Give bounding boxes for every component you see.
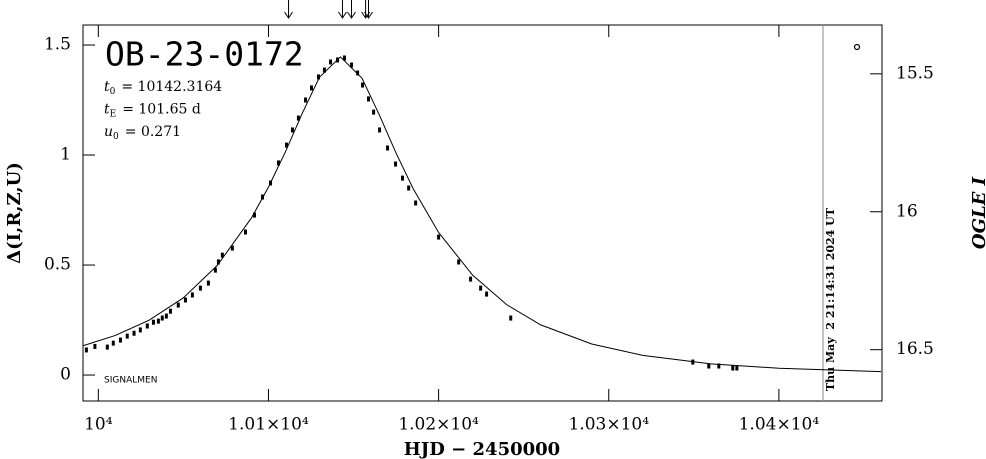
parameter-symbol: t — [104, 79, 110, 95]
data-point — [216, 259, 220, 265]
data-point — [168, 308, 172, 314]
data-point — [151, 319, 155, 325]
data-point — [145, 323, 149, 329]
arrow — [284, 0, 293, 19]
data-point — [284, 142, 288, 148]
data-point — [717, 363, 721, 369]
data-point — [469, 276, 473, 282]
data-point — [118, 337, 122, 343]
data-point — [206, 280, 210, 286]
data-point — [367, 96, 371, 102]
y-tick-label: 0.5 — [44, 255, 71, 275]
data-point — [190, 292, 194, 298]
data-point — [356, 70, 360, 76]
data-point — [361, 82, 365, 88]
data-point — [105, 344, 109, 350]
data-point — [386, 145, 390, 151]
data-point — [176, 302, 180, 308]
data-point — [84, 347, 88, 353]
parameter-value: = 10142.3164 — [121, 79, 222, 95]
data-point — [111, 340, 115, 346]
data-point — [509, 315, 513, 321]
parameter-label: t0 = 10142.3164 — [104, 79, 222, 97]
parameter-value: = 101.65 d — [122, 102, 201, 118]
data-point — [372, 109, 376, 115]
data-point — [276, 160, 280, 166]
data-point — [198, 285, 202, 291]
data-point — [479, 285, 483, 291]
y2-tick-label: 16 — [896, 201, 918, 221]
data-point — [437, 234, 441, 240]
data-point — [220, 252, 224, 258]
data-point — [378, 127, 382, 133]
data-point — [329, 59, 333, 65]
data-point — [735, 365, 739, 371]
data-point — [290, 127, 294, 133]
data-point — [243, 229, 247, 235]
data-point — [160, 315, 164, 321]
x-tick-label: 10⁴ — [84, 415, 113, 435]
y-tick-label: 0 — [60, 365, 71, 385]
data-point — [213, 267, 217, 273]
data-point — [394, 161, 398, 167]
x-tick-label: 1.01×10⁴ — [228, 415, 309, 435]
data-point — [296, 115, 300, 121]
y-tick-label: 1.5 — [44, 35, 71, 55]
parameter-label: tE = 101.65 d — [104, 102, 201, 120]
data-point — [707, 363, 711, 369]
data-point — [457, 259, 461, 265]
plot-frame — [82, 24, 883, 402]
y2-axis-title: OGLE I — [969, 176, 986, 249]
parameter-label: u0 = 0.271 — [104, 124, 181, 142]
data-point — [401, 175, 405, 181]
data-point — [304, 97, 308, 103]
data-point — [731, 365, 735, 371]
timestamp: Thu May 2 21:14:31 2024 UT — [824, 207, 837, 391]
parameter-subscript: 0 — [113, 132, 119, 142]
parameter-symbol: t — [104, 102, 110, 118]
data-point — [183, 297, 187, 303]
parameter-subscript: E — [110, 109, 117, 119]
parameter-subscript: 0 — [110, 87, 116, 97]
y2-tick-label: 15.5 — [896, 63, 934, 83]
arrow — [364, 0, 373, 19]
data-point — [322, 67, 326, 73]
data-point — [253, 212, 257, 218]
data-point — [132, 330, 136, 336]
x-axis-title: HJD − 2450000 — [404, 439, 560, 459]
data-point — [414, 200, 418, 206]
x-tick-label: 1.04×10⁴ — [739, 415, 820, 435]
marker-symbol — [853, 43, 861, 51]
x-tick-label: 1.02×10⁴ — [398, 415, 479, 435]
y-axis-title: Δ(I,R,Z,U) — [4, 162, 25, 264]
y2-tick-label: 16.5 — [896, 339, 934, 359]
footnote: SIGNALMEN — [104, 376, 157, 386]
data-point — [156, 318, 160, 324]
parameter-symbol: u — [104, 124, 113, 140]
data-point — [164, 313, 168, 319]
data-point — [138, 327, 142, 333]
data-point — [125, 333, 129, 339]
data-point — [349, 62, 353, 68]
data-point — [485, 291, 489, 297]
chart-title: OB-23-0172 — [105, 35, 304, 74]
data-point — [407, 185, 411, 191]
model-curve — [82, 56, 881, 373]
y-tick-label: 1 — [60, 145, 71, 165]
data-point — [93, 343, 97, 349]
arrow — [338, 0, 347, 19]
data-point — [316, 74, 320, 80]
arrow — [347, 0, 356, 19]
x-tick-label: 1.03×10⁴ — [568, 415, 649, 435]
parameter-value: = 0.271 — [125, 124, 181, 140]
data-point — [343, 55, 347, 61]
data-point — [310, 85, 314, 91]
data-point — [230, 245, 234, 251]
